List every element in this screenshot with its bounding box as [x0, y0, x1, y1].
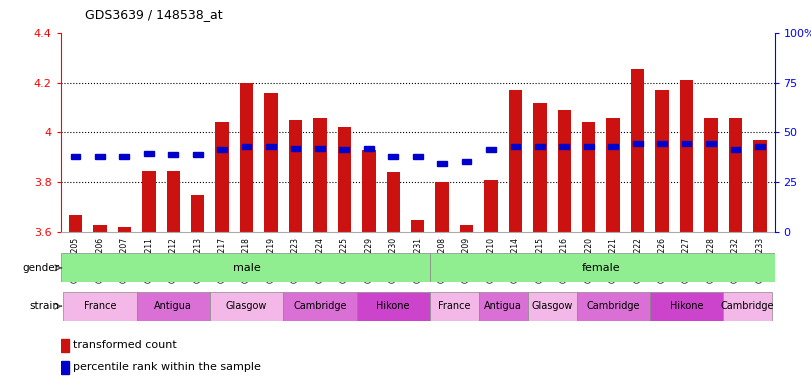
Bar — [240, 83, 253, 232]
Bar — [533, 103, 547, 232]
Text: Glasgow: Glasgow — [531, 301, 573, 311]
Bar — [191, 195, 204, 232]
Text: male: male — [233, 263, 260, 273]
Bar — [290, 146, 300, 151]
Bar — [362, 150, 375, 232]
Text: Cambridge: Cambridge — [721, 301, 775, 311]
Bar — [655, 90, 669, 232]
Bar — [650, 292, 723, 321]
Text: GDS3639 / 148538_at: GDS3639 / 148538_at — [85, 8, 223, 21]
Bar — [755, 144, 765, 149]
Bar — [142, 171, 156, 232]
Bar — [315, 146, 324, 151]
Bar — [144, 151, 154, 156]
Bar — [313, 118, 327, 232]
Bar — [558, 110, 571, 232]
Bar — [61, 339, 69, 352]
Bar — [461, 159, 471, 164]
Bar — [193, 152, 203, 157]
Bar — [69, 215, 82, 232]
Bar — [528, 292, 577, 321]
Bar — [289, 120, 303, 232]
Bar — [118, 227, 131, 232]
Text: Glasgow: Glasgow — [226, 301, 268, 311]
Text: percentile rank within the sample: percentile rank within the sample — [72, 362, 260, 372]
Bar — [136, 292, 210, 321]
Text: Cambridge: Cambridge — [293, 301, 346, 311]
Bar — [484, 180, 498, 232]
Bar — [387, 172, 400, 232]
Bar — [607, 118, 620, 232]
Text: female: female — [581, 263, 620, 273]
Bar — [266, 144, 276, 149]
Bar — [657, 141, 667, 146]
Bar — [169, 152, 178, 157]
Bar — [242, 144, 251, 149]
Bar — [71, 154, 80, 159]
Bar — [388, 154, 398, 159]
Bar — [430, 292, 478, 321]
Bar — [95, 154, 105, 159]
Text: France: France — [438, 301, 470, 311]
Bar — [61, 361, 69, 374]
Bar — [337, 127, 351, 232]
Bar — [508, 90, 522, 232]
Bar — [217, 147, 227, 152]
Bar — [511, 144, 521, 149]
Bar — [61, 253, 430, 282]
Text: Cambridge: Cambridge — [586, 301, 640, 311]
Bar — [680, 80, 693, 232]
Bar — [608, 144, 618, 149]
Bar — [728, 118, 742, 232]
Bar — [577, 292, 650, 321]
Bar — [584, 144, 594, 149]
Bar — [631, 69, 645, 232]
Bar — [633, 141, 642, 146]
Bar — [210, 292, 283, 321]
Bar — [119, 154, 129, 159]
Bar — [411, 220, 424, 232]
Bar — [216, 122, 229, 232]
Bar — [63, 292, 136, 321]
Bar — [413, 154, 423, 159]
Bar — [437, 161, 447, 166]
Bar — [681, 141, 692, 146]
Bar — [706, 141, 716, 146]
Text: strain: strain — [29, 301, 59, 311]
Bar — [582, 122, 595, 232]
Bar — [357, 292, 430, 321]
Text: Hikone: Hikone — [376, 301, 410, 311]
Bar — [460, 225, 474, 232]
Bar — [93, 225, 107, 232]
Bar — [264, 93, 277, 232]
Bar — [723, 292, 772, 321]
Bar — [364, 146, 374, 151]
Text: France: France — [84, 301, 116, 311]
Bar — [560, 144, 569, 149]
Bar — [478, 292, 528, 321]
Bar — [166, 171, 180, 232]
Bar — [753, 140, 766, 232]
Bar — [731, 147, 740, 152]
Text: gender: gender — [22, 263, 59, 273]
Bar — [430, 253, 789, 282]
Bar — [283, 292, 357, 321]
Text: transformed count: transformed count — [72, 340, 176, 350]
Bar — [486, 147, 496, 152]
Bar — [340, 147, 350, 152]
Text: Antigua: Antigua — [484, 301, 522, 311]
Text: Hikone: Hikone — [670, 301, 703, 311]
Bar — [436, 182, 448, 232]
Bar — [535, 144, 545, 149]
Text: Antigua: Antigua — [154, 301, 192, 311]
Bar — [704, 118, 718, 232]
